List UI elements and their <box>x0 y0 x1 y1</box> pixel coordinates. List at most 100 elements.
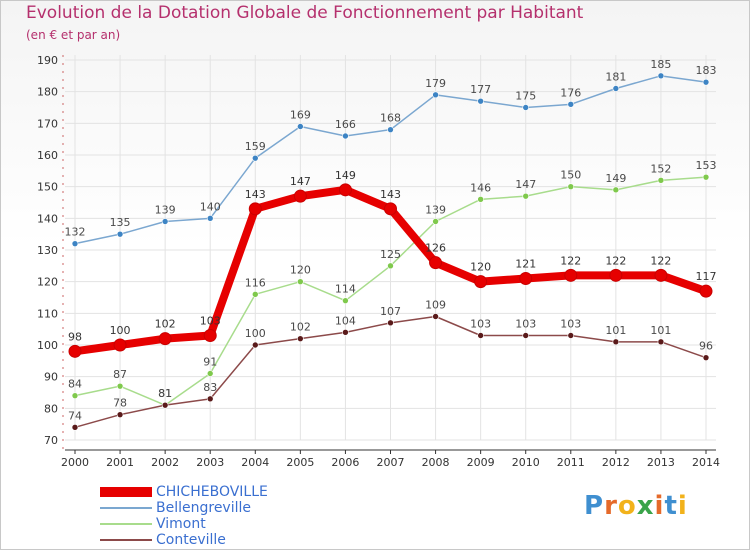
data-label-conteville: 104 <box>335 314 356 327</box>
y-tick-label: 180 <box>37 86 58 99</box>
data-point-bellengreville <box>251 154 259 162</box>
data-label-vimont: 120 <box>290 264 311 277</box>
legend-item: Conteville <box>100 532 268 548</box>
data-label-bellengreville: 185 <box>650 58 671 71</box>
data-label-chicheboville: 117 <box>696 270 717 283</box>
data-label-bellengreville: 176 <box>560 86 581 99</box>
data-label-bellengreville: 183 <box>696 64 717 77</box>
y-tick-label: 70 <box>44 434 58 447</box>
data-label-chicheboville: 102 <box>155 318 176 331</box>
data-label-chicheboville: 143 <box>245 188 266 201</box>
y-tick-label: 110 <box>37 307 58 320</box>
data-point-vimont <box>116 382 124 390</box>
x-tick-label: 2007 <box>377 456 405 469</box>
data-label-vimont: 139 <box>425 204 446 217</box>
data-label-conteville: 81 <box>158 387 172 400</box>
data-point-bellengreville <box>432 91 439 99</box>
x-tick-label: 2011 <box>557 456 585 469</box>
data-point-chicheboville <box>158 332 172 346</box>
data-point-conteville <box>342 329 349 336</box>
legend-label-vimont: Vimont <box>156 516 206 532</box>
y-tick-label: 100 <box>37 339 58 352</box>
data-point-vimont <box>432 218 439 225</box>
data-label-conteville: 101 <box>650 324 671 337</box>
x-tick-label: 2001 <box>106 456 134 469</box>
data-point-chicheboville <box>113 338 127 352</box>
data-point-chicheboville <box>474 275 488 289</box>
data-label-vimont: 114 <box>335 283 356 296</box>
legend-label-bellengreville: Bellengreville <box>156 500 251 516</box>
data-point-vimont <box>612 186 620 194</box>
data-point-vimont <box>477 196 484 203</box>
data-point-bellengreville <box>116 230 124 238</box>
data-label-vimont: 125 <box>380 248 401 261</box>
data-point-vimont <box>522 192 530 200</box>
data-label-bellengreville: 139 <box>155 204 176 217</box>
data-point-chicheboville <box>609 268 623 282</box>
data-label-conteville: 103 <box>470 318 491 331</box>
data-point-conteville <box>387 319 394 327</box>
y-tick-label: 170 <box>37 117 58 130</box>
legend-item: Vimont <box>100 516 268 532</box>
data-label-conteville: 102 <box>290 321 311 334</box>
data-label-vimont: 152 <box>650 162 671 175</box>
y-tick-label: 140 <box>37 212 58 225</box>
data-label-conteville: 109 <box>425 299 446 312</box>
data-point-vimont <box>206 370 214 377</box>
chart-title: Evolution de la Dotation Globale de Fonc… <box>26 3 584 23</box>
data-label-bellengreville: 181 <box>605 71 626 84</box>
data-label-bellengreville: 177 <box>470 83 491 96</box>
data-point-vimont <box>702 173 710 181</box>
data-point-chicheboville <box>248 202 262 216</box>
data-label-chicheboville: 147 <box>290 175 311 188</box>
data-label-conteville: 83 <box>203 381 217 394</box>
data-label-bellengreville: 168 <box>380 112 401 125</box>
data-point-bellengreville <box>567 101 575 108</box>
data-point-chicheboville <box>654 268 668 282</box>
data-point-conteville <box>657 338 665 346</box>
legend-swatch-chicheboville <box>100 487 152 497</box>
data-label-conteville: 107 <box>380 305 401 318</box>
data-point-bellengreville <box>702 78 710 86</box>
data-point-vimont <box>387 262 394 270</box>
data-label-vimont: 116 <box>245 276 266 289</box>
y-tick-label: 90 <box>44 371 58 384</box>
data-point-chicheboville <box>699 284 713 298</box>
data-point-vimont <box>342 297 349 304</box>
data-label-vimont: 149 <box>605 172 626 185</box>
data-point-bellengreville <box>477 97 484 105</box>
legend-item: Bellengreville <box>100 500 268 516</box>
data-label-chicheboville: 98 <box>68 330 82 343</box>
proxiti-logo: Proxiti <box>584 491 688 521</box>
y-tick-label: 130 <box>37 244 58 257</box>
legend-item: CHICHEBOVILLE <box>100 484 268 500</box>
data-label-vimont: 153 <box>696 159 717 172</box>
data-label-vimont: 84 <box>68 378 82 391</box>
data-point-conteville <box>116 411 124 418</box>
data-point-bellengreville <box>161 218 169 225</box>
legend-label-chicheboville: CHICHEBOVILLE <box>156 484 268 500</box>
data-point-bellengreville <box>342 132 349 140</box>
data-label-chicheboville: 121 <box>515 258 536 271</box>
data-point-chicheboville <box>203 329 217 342</box>
y-tick-label: 120 <box>37 276 58 289</box>
data-label-chicheboville: 122 <box>650 254 671 267</box>
data-label-vimont: 147 <box>515 178 536 191</box>
data-point-conteville <box>432 313 439 320</box>
data-point-conteville <box>71 424 79 431</box>
data-point-conteville <box>297 335 304 342</box>
data-point-bellengreville <box>387 126 394 133</box>
data-label-chicheboville: 126 <box>425 242 446 255</box>
data-label-conteville: 96 <box>699 340 713 353</box>
data-label-conteville: 74 <box>68 409 82 422</box>
y-tick-label: 160 <box>37 149 58 162</box>
x-tick-label: 2009 <box>467 456 495 469</box>
data-point-chicheboville <box>519 272 533 285</box>
data-label-bellengreville: 132 <box>65 226 86 239</box>
chart-subtitle: (en € et par an) <box>26 28 121 42</box>
data-point-vimont <box>297 278 304 285</box>
legend-swatch-conteville <box>100 539 152 541</box>
data-label-vimont: 91 <box>203 356 217 369</box>
data-point-vimont <box>657 177 665 184</box>
